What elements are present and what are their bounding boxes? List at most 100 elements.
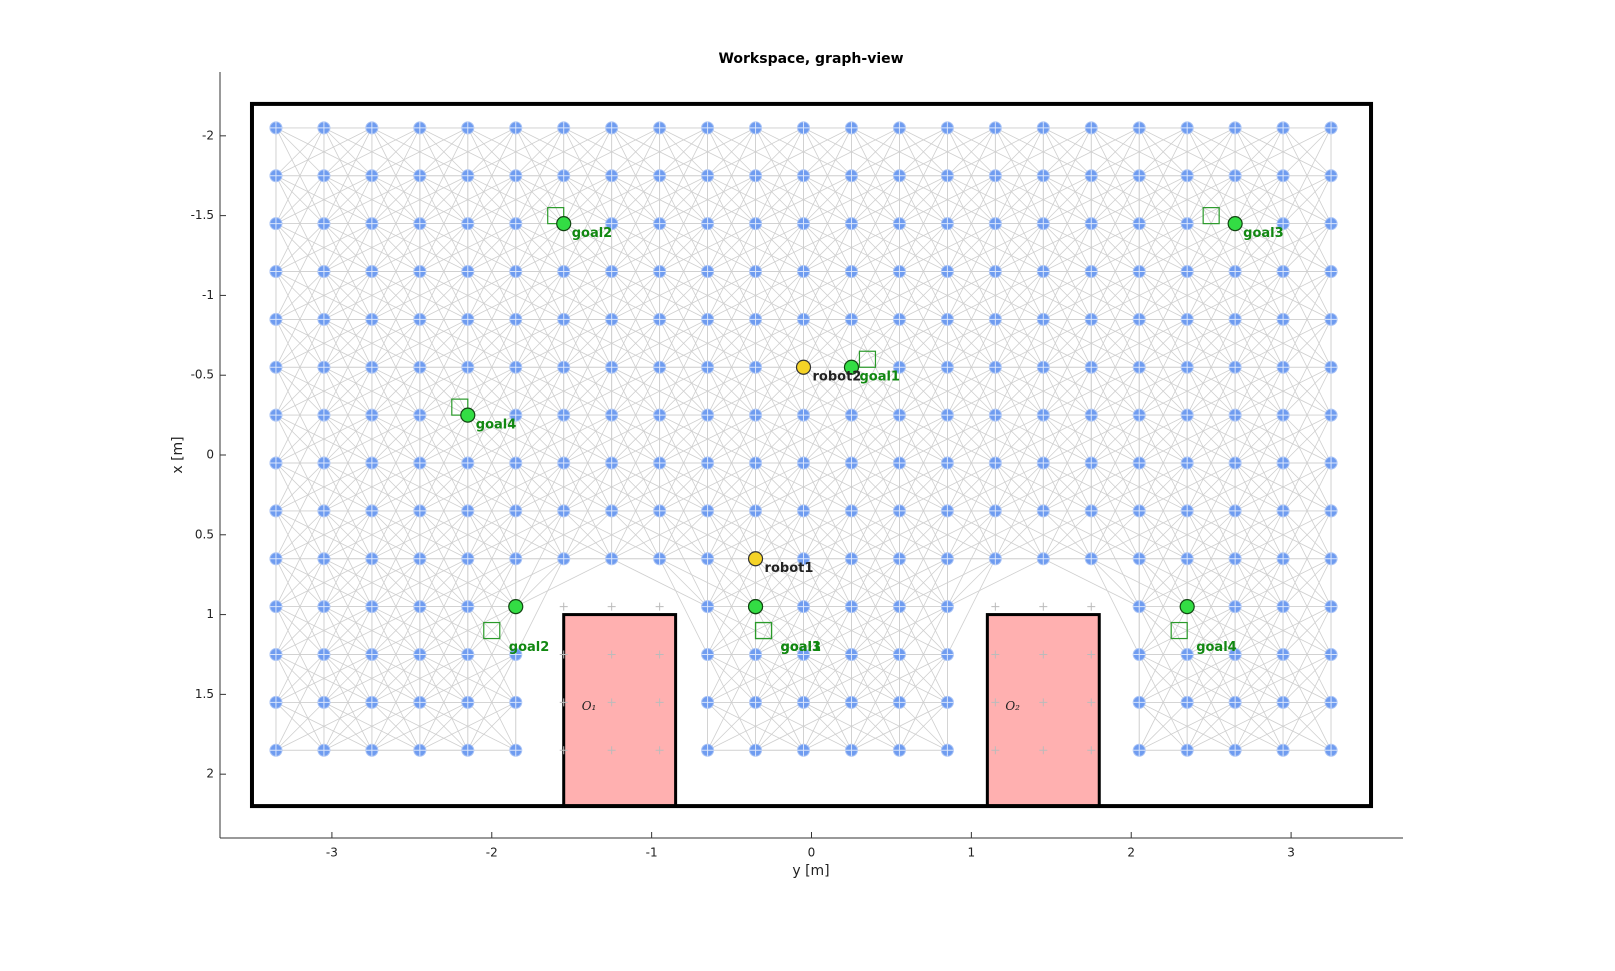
node bbox=[797, 743, 811, 757]
node bbox=[365, 647, 379, 661]
edge bbox=[323, 654, 373, 703]
node bbox=[749, 312, 763, 326]
node bbox=[1036, 169, 1050, 183]
edge bbox=[323, 606, 421, 655]
node-plus bbox=[1277, 409, 1290, 422]
edge bbox=[659, 558, 708, 607]
node bbox=[605, 360, 619, 374]
edge bbox=[467, 318, 564, 368]
node-plus bbox=[941, 361, 954, 374]
goal bbox=[843, 359, 860, 375]
edge bbox=[563, 462, 660, 512]
edge bbox=[1090, 510, 1140, 560]
node bbox=[605, 504, 619, 518]
node-plus bbox=[845, 265, 858, 278]
x-tick-label: 2 bbox=[1127, 846, 1135, 860]
edge bbox=[1138, 319, 1188, 368]
node-plus bbox=[1229, 169, 1242, 182]
node-plus bbox=[1277, 169, 1290, 182]
edge bbox=[803, 606, 852, 655]
node bbox=[1180, 743, 1194, 757]
edge bbox=[707, 654, 756, 703]
edge bbox=[851, 366, 948, 416]
edge bbox=[707, 701, 804, 751]
node-plus bbox=[1133, 504, 1146, 517]
node bbox=[892, 600, 906, 614]
edge bbox=[995, 462, 1092, 512]
node bbox=[1132, 456, 1146, 470]
edge bbox=[323, 127, 373, 177]
node bbox=[892, 169, 906, 183]
node bbox=[701, 408, 715, 422]
node bbox=[1132, 408, 1146, 422]
edge bbox=[755, 654, 804, 703]
node bbox=[844, 552, 858, 566]
node-plus bbox=[605, 265, 618, 278]
edge bbox=[1187, 414, 1284, 464]
edge bbox=[563, 366, 660, 416]
node bbox=[269, 600, 283, 614]
edge bbox=[659, 414, 756, 464]
node-plus bbox=[365, 696, 378, 709]
node-plus bbox=[461, 744, 474, 757]
node-plus bbox=[413, 648, 426, 661]
node bbox=[269, 647, 283, 661]
edge bbox=[419, 223, 469, 272]
edge bbox=[371, 319, 421, 368]
edge bbox=[1091, 318, 1188, 368]
node bbox=[1084, 504, 1098, 518]
edge bbox=[899, 366, 948, 416]
node bbox=[461, 600, 475, 614]
node-plus bbox=[749, 121, 762, 134]
y-tick-label: -2 bbox=[202, 128, 214, 142]
edge bbox=[755, 510, 804, 560]
edge bbox=[515, 462, 612, 512]
edge bbox=[899, 175, 948, 224]
edge bbox=[755, 127, 852, 177]
edge bbox=[1090, 175, 1140, 224]
edge bbox=[1234, 654, 1284, 703]
blocked-node bbox=[559, 602, 568, 611]
edge bbox=[1139, 701, 1236, 751]
edge bbox=[275, 654, 373, 703]
node bbox=[1084, 456, 1098, 470]
edge bbox=[803, 366, 852, 416]
node bbox=[653, 456, 667, 470]
node bbox=[1180, 456, 1194, 470]
node bbox=[1228, 504, 1242, 518]
node-plus bbox=[1277, 217, 1290, 230]
edge bbox=[1282, 223, 1332, 272]
node-plus bbox=[1229, 552, 1242, 565]
node-plus bbox=[749, 504, 762, 517]
edge bbox=[371, 223, 468, 272]
edge bbox=[995, 175, 1044, 224]
edge bbox=[419, 701, 516, 751]
edge bbox=[659, 127, 756, 177]
edge bbox=[755, 175, 852, 224]
edge bbox=[1234, 606, 1332, 655]
goal-label: goal3 bbox=[1243, 226, 1284, 241]
node bbox=[1324, 600, 1338, 614]
node bbox=[461, 169, 475, 183]
node-plus bbox=[893, 456, 906, 469]
node bbox=[317, 504, 331, 518]
edge bbox=[995, 271, 1044, 320]
node-plus bbox=[989, 313, 1002, 326]
edge bbox=[371, 510, 421, 560]
edge bbox=[755, 701, 852, 751]
edge bbox=[803, 175, 900, 224]
edge bbox=[1139, 223, 1236, 272]
node-plus bbox=[941, 313, 954, 326]
node bbox=[605, 169, 619, 183]
node bbox=[605, 552, 619, 566]
edge bbox=[515, 558, 565, 655]
node-plus bbox=[1325, 456, 1338, 469]
node-plus bbox=[1181, 552, 1194, 565]
node bbox=[557, 504, 571, 518]
node-plus bbox=[365, 361, 378, 374]
node-plus bbox=[461, 504, 474, 517]
node-plus bbox=[653, 361, 666, 374]
node-plus bbox=[941, 217, 954, 230]
node bbox=[940, 600, 954, 614]
edge bbox=[851, 175, 948, 224]
